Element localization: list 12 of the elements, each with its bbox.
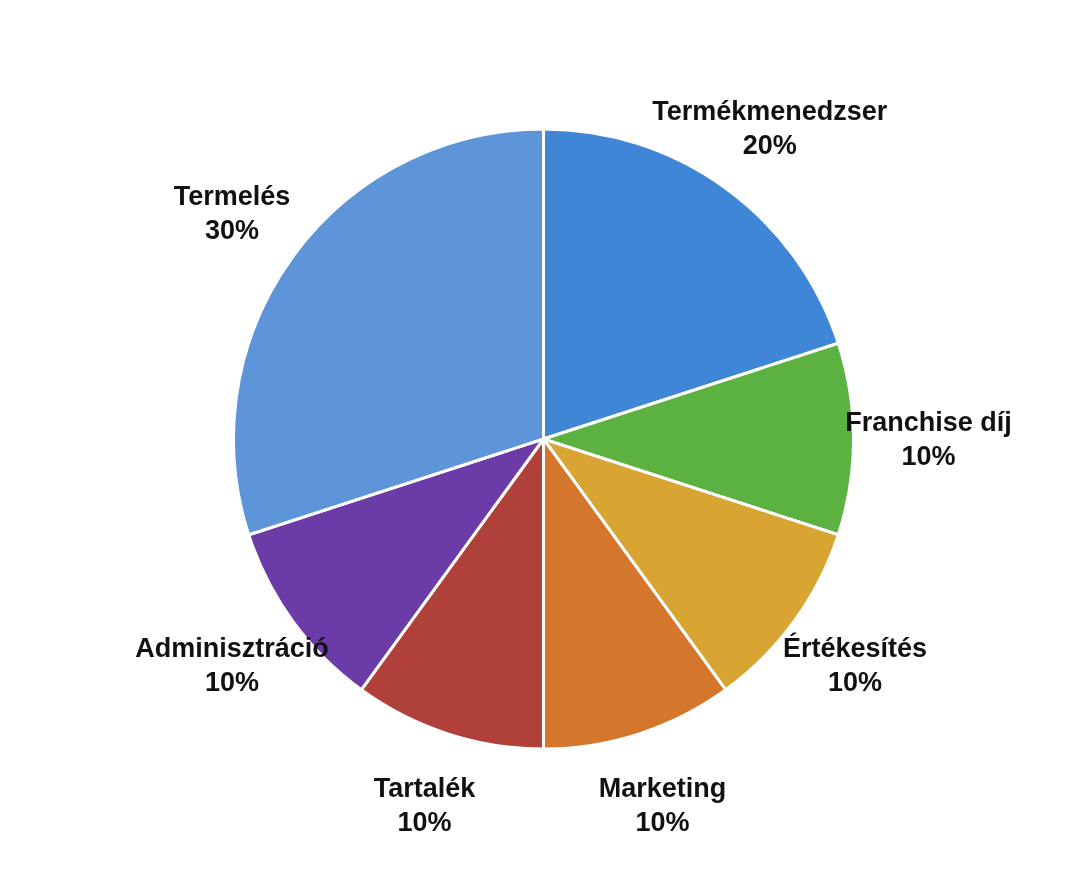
slice-label: Termékmenedzser xyxy=(652,95,888,126)
data-label: 10% xyxy=(397,807,452,838)
data-label: 10% xyxy=(205,667,260,698)
slice-label: Termelés xyxy=(173,180,291,211)
data-label: 10% xyxy=(635,807,690,838)
data-label: 10% xyxy=(901,441,956,471)
slice-label: Tartalék xyxy=(373,773,477,804)
data-label: 20% xyxy=(742,129,797,160)
data-label: 10% xyxy=(827,667,882,698)
data-label: 30% xyxy=(205,214,260,245)
slice-label: Értékesítés xyxy=(782,632,928,664)
slice-label: Marketing xyxy=(598,773,727,804)
